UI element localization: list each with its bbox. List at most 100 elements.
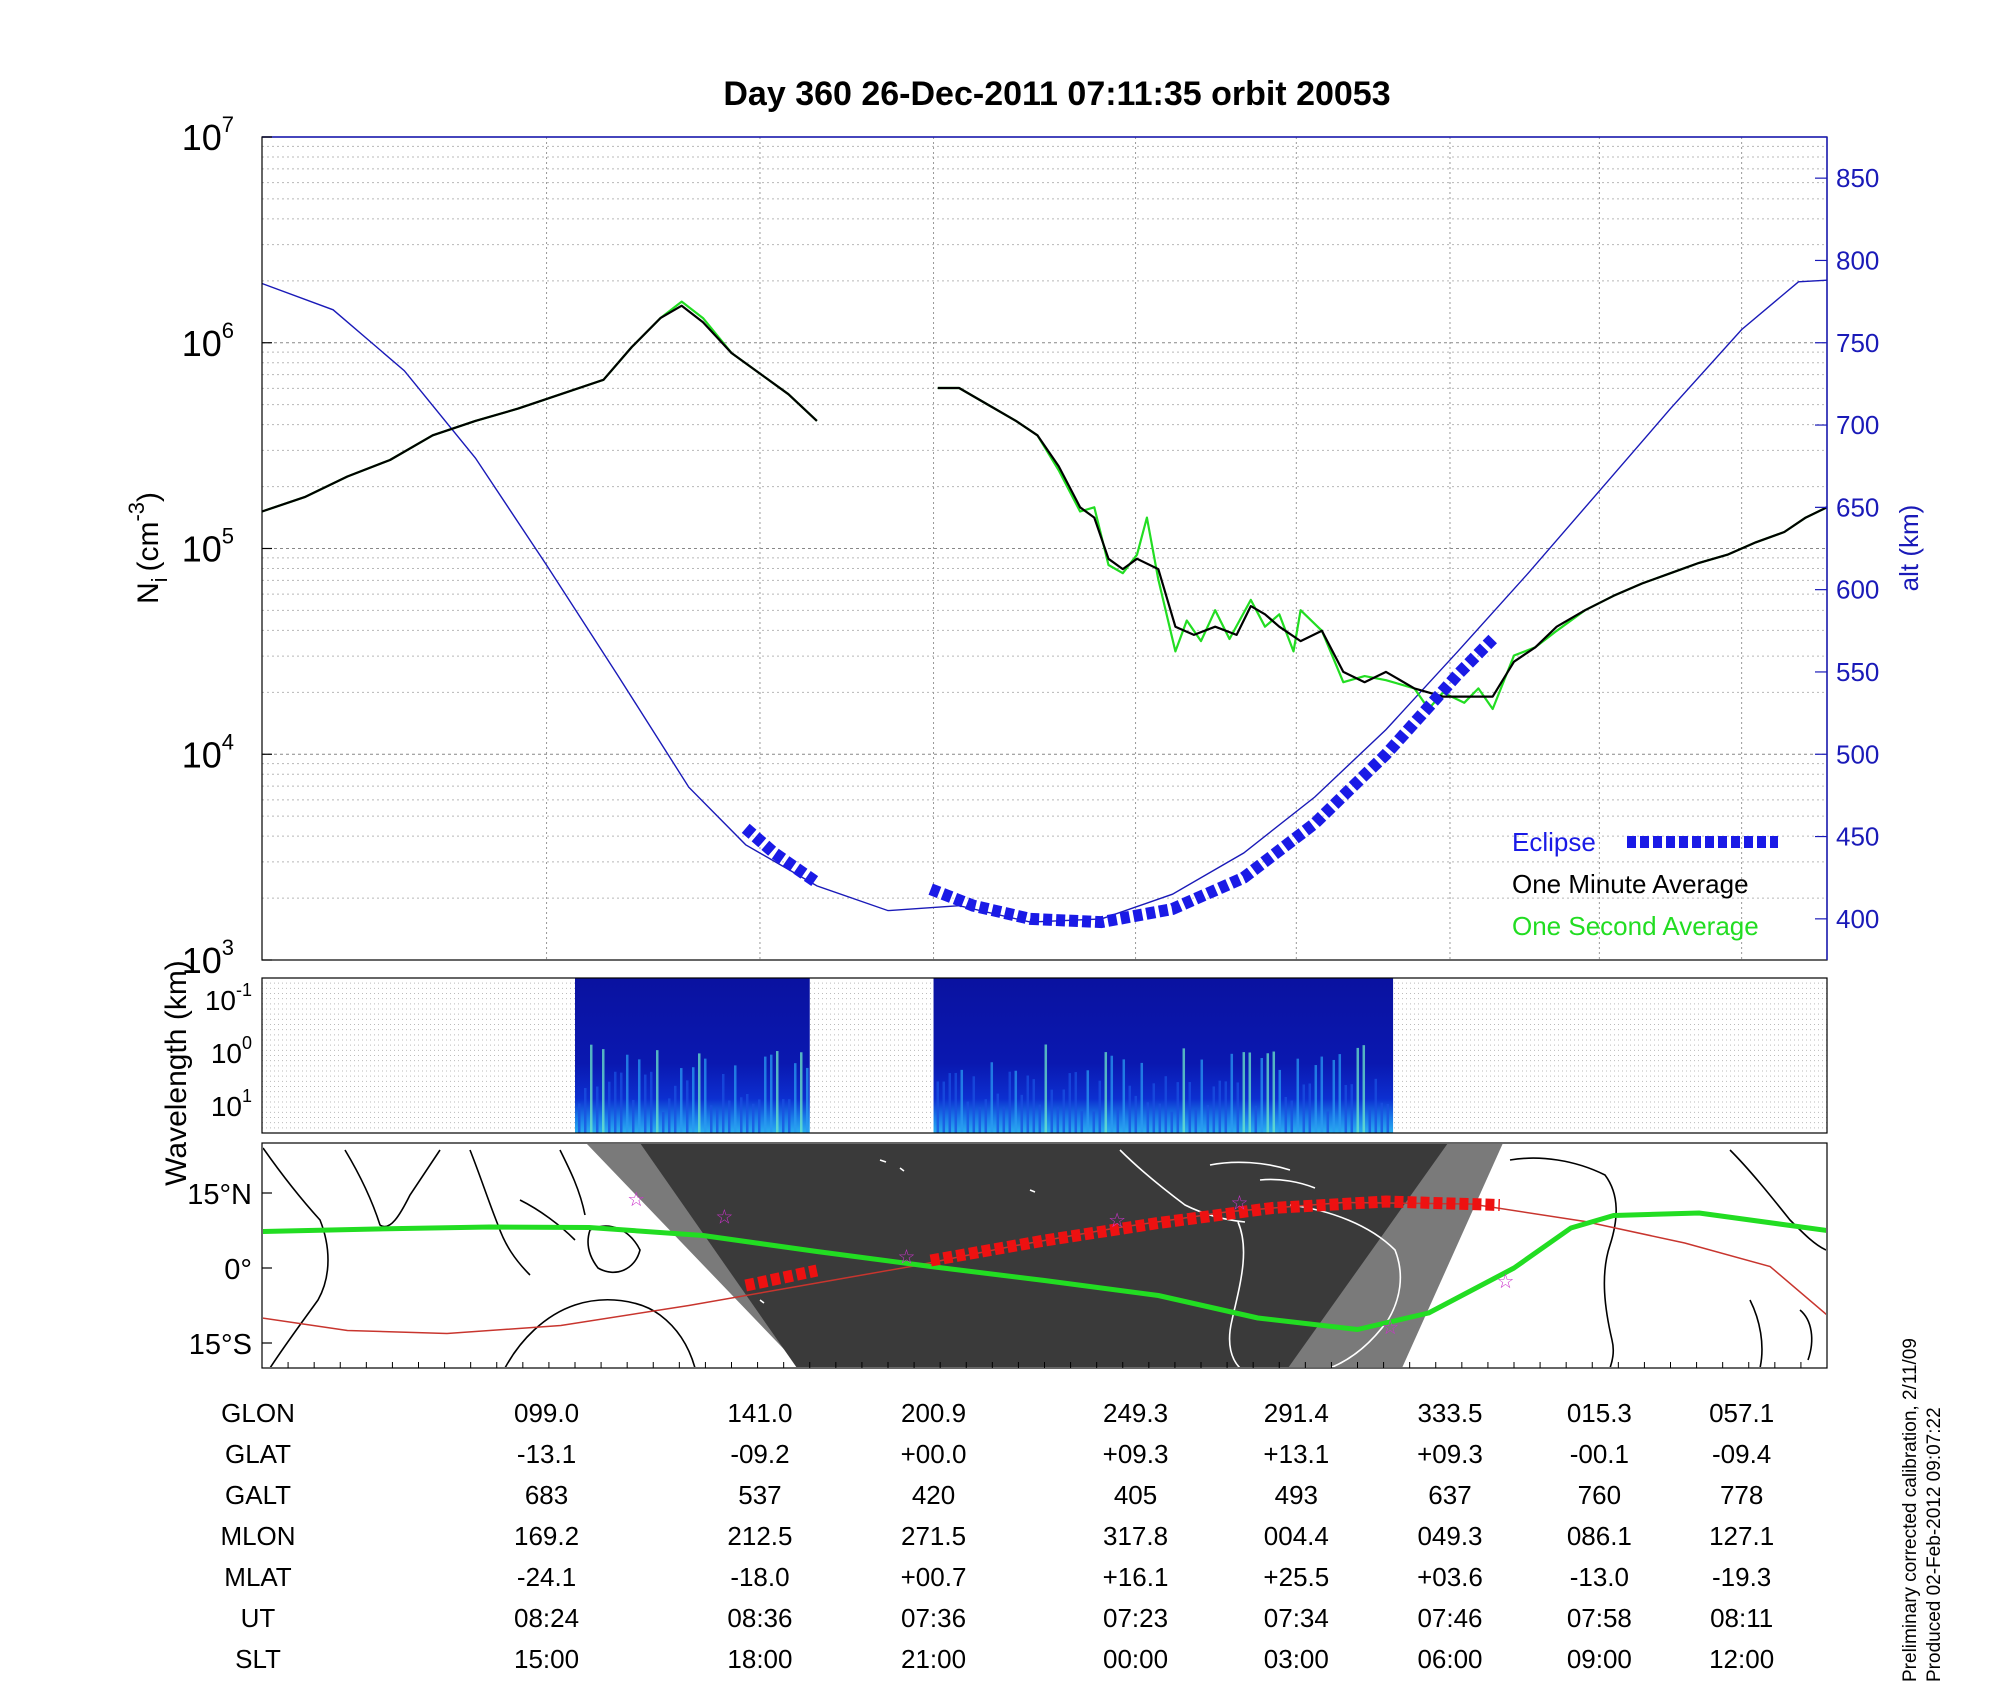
spectrogram-streak xyxy=(1218,1080,1222,1133)
spectrogram-streak xyxy=(1296,1058,1300,1133)
legend-one-second-label: One Second Average xyxy=(1512,911,1759,941)
one-minute-average-line xyxy=(261,304,1828,698)
spectrogram-streak xyxy=(578,1103,581,1133)
table-cell: +00.0 xyxy=(901,1439,967,1469)
spectrogram-streak xyxy=(614,1071,617,1133)
map-latitude-labels: 15°N 0° 15°S xyxy=(187,1179,272,1361)
spectrogram-streak xyxy=(764,1056,767,1133)
table-cell: -09.2 xyxy=(730,1439,789,1469)
spectrogram-streak xyxy=(788,1099,791,1133)
spectrogram-streak xyxy=(1074,1072,1078,1133)
table-cell: 07:23 xyxy=(1103,1603,1168,1633)
y-label-unit: (cm xyxy=(132,522,165,572)
star-marker: ☆ xyxy=(1496,1271,1514,1293)
table-cell: 169.2 xyxy=(514,1521,579,1551)
spectrogram-gridlines xyxy=(262,982,1827,1129)
footnote-calibration: Preliminary corrected calibration, 2/11/… xyxy=(1900,1338,1921,1682)
table-cell: 057.1 xyxy=(1709,1398,1774,1428)
eclipse-segment xyxy=(928,634,1497,929)
spectrogram-streak xyxy=(674,1085,677,1133)
spectrogram-streak xyxy=(1056,1106,1060,1133)
right-tick-label: 750 xyxy=(1836,328,1879,358)
star-marker: ☆ xyxy=(715,1207,733,1229)
spectrogram-streak xyxy=(1044,1044,1048,1133)
spectrogram-streak xyxy=(972,1076,976,1133)
spectrogram-streak xyxy=(1086,1070,1090,1133)
table-cell: 07:34 xyxy=(1264,1603,1329,1633)
y-tick-label: 103 xyxy=(182,935,234,981)
spectrogram-streak xyxy=(1278,1069,1282,1133)
spectrogram-streak xyxy=(806,1067,809,1133)
spectrogram-streak xyxy=(686,1080,689,1133)
table-row-label: SLT xyxy=(235,1644,281,1674)
table-cell: 12:00 xyxy=(1709,1644,1774,1674)
table-cell: 07:36 xyxy=(901,1603,966,1633)
map-latitude-label: 0° xyxy=(224,1254,252,1286)
coastlines-night xyxy=(649,1149,1402,1367)
spectrogram-streak xyxy=(596,1086,599,1133)
table-cell: -09.4 xyxy=(1712,1439,1771,1469)
spectrogram-streak xyxy=(638,1059,641,1133)
spectrogram-streak xyxy=(716,1108,719,1133)
right-axis-ticks: 400 450 500 550 600 650 700 750 800 850 xyxy=(1815,163,1879,934)
spectrogram-streak xyxy=(1146,1102,1150,1133)
spectrogram-streak xyxy=(1380,1102,1384,1133)
y-tick-label: 106 xyxy=(182,318,234,364)
table-cell: 09:00 xyxy=(1567,1644,1632,1674)
spectrogram-streak xyxy=(1236,1082,1240,1133)
right-tick-label: 550 xyxy=(1836,657,1879,687)
spectrogram-streak xyxy=(1068,1073,1072,1133)
legend-one-minute-label: One Minute Average xyxy=(1512,869,1749,899)
spectrogram-streak xyxy=(1110,1055,1114,1133)
coastline-india xyxy=(344,1149,441,1228)
table-cell: 07:58 xyxy=(1567,1603,1632,1633)
spectrogram-streak xyxy=(1014,1070,1018,1133)
spectrogram-streak xyxy=(770,1054,773,1133)
table-cell: 333.5 xyxy=(1417,1398,1482,1428)
spectrogram-streak xyxy=(590,1044,593,1133)
table-cell: 086.1 xyxy=(1567,1521,1632,1551)
table-cell: 141.0 xyxy=(727,1398,792,1428)
table-cell: -24.1 xyxy=(517,1562,576,1592)
eclipse-segment xyxy=(741,823,821,888)
y-tick-exponent: 3 xyxy=(222,935,234,960)
star-marker: ☆ xyxy=(1230,1193,1248,1215)
spectrogram-y-tick-label: 10-1 xyxy=(205,980,252,1016)
spectrogram-streak xyxy=(1104,1052,1108,1133)
spectrogram-streak xyxy=(984,1099,988,1133)
spectrogram-streak xyxy=(704,1058,707,1133)
spectrogram-streak xyxy=(1254,1105,1258,1133)
spectrogram-streak xyxy=(1224,1081,1228,1133)
spectrogram-streak xyxy=(644,1074,647,1133)
spectrogram-streak xyxy=(1212,1086,1216,1133)
one-minute-segment xyxy=(937,386,1828,698)
spectrogram-streak xyxy=(942,1081,946,1133)
right-tick-label: 400 xyxy=(1836,904,1879,934)
spectrogram-streak xyxy=(1308,1083,1312,1133)
table-cell: 049.3 xyxy=(1417,1521,1482,1551)
spectrogram-streak xyxy=(698,1053,701,1133)
table-cell: 03:00 xyxy=(1264,1644,1329,1674)
footnote-produced: Produced 02-Feb-2012 09:07:22 xyxy=(1924,1407,1945,1682)
spectrogram-streak xyxy=(1200,1059,1204,1133)
spectrogram-streak xyxy=(722,1073,725,1133)
spectrogram-streak xyxy=(1050,1089,1054,1133)
spectrogram-streak xyxy=(996,1093,1000,1133)
spectrogram-streak xyxy=(656,1050,659,1133)
table-cell: 127.1 xyxy=(1709,1521,1774,1551)
coastline-south-america xyxy=(1228,1204,1402,1367)
spectrogram-streak xyxy=(1290,1100,1294,1133)
table-cell: 200.9 xyxy=(901,1398,966,1428)
spectrogram-streak xyxy=(1182,1048,1186,1133)
y-label-close: ) xyxy=(132,492,165,502)
y-tick-base: 10 xyxy=(182,940,222,981)
table-cell: 271.5 xyxy=(901,1521,966,1551)
table-cell: 637 xyxy=(1428,1480,1471,1510)
y-tick-exponent: 7 xyxy=(222,112,234,137)
altitude-curve xyxy=(261,279,1828,923)
spectrogram-streak xyxy=(1098,1080,1102,1133)
table-cell: 317.8 xyxy=(1103,1521,1168,1551)
spectrogram-streak xyxy=(1008,1071,1012,1133)
right-tick-label: 850 xyxy=(1836,163,1879,193)
y-tick-exponent: 4 xyxy=(222,729,234,754)
